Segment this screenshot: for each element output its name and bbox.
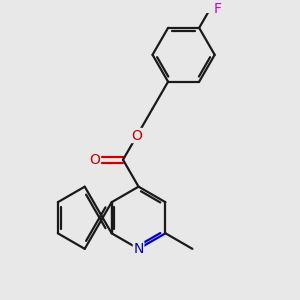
Text: N: N [134,242,144,256]
Text: F: F [213,2,221,16]
Text: O: O [90,153,101,167]
Text: O: O [132,128,142,142]
